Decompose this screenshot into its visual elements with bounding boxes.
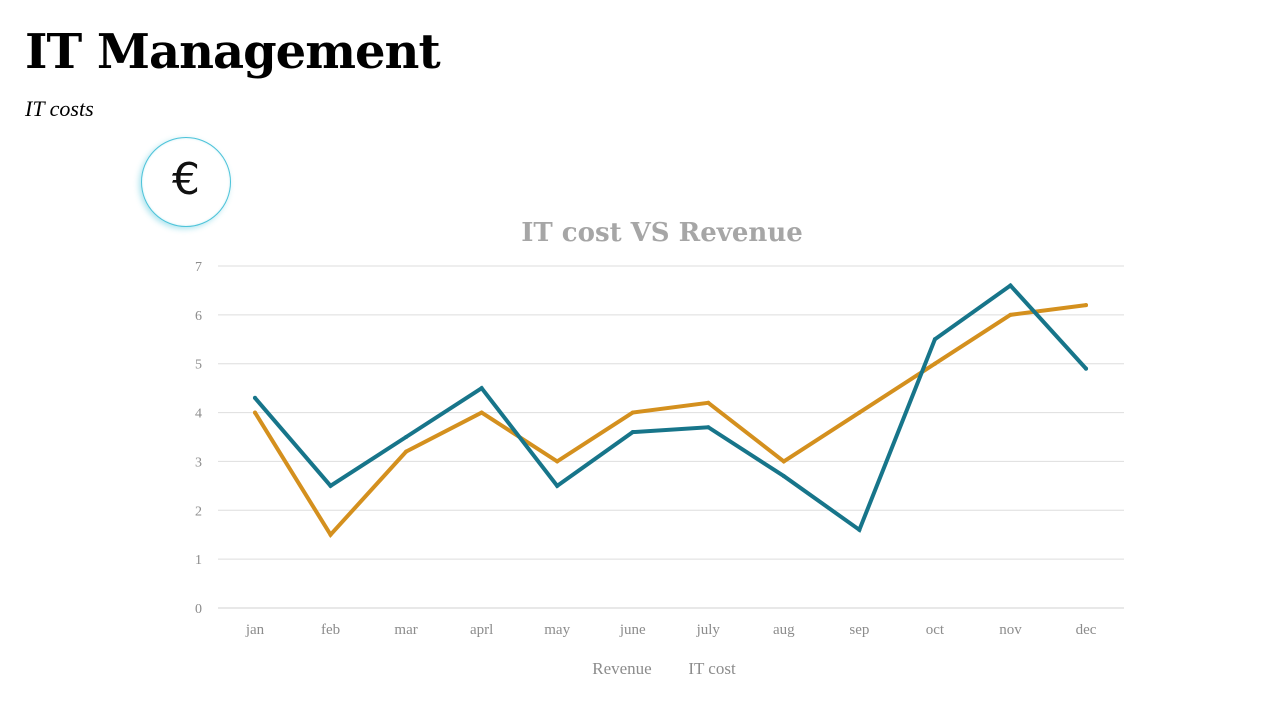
x-axis-ticks: jan feb mar aprl may june july aug sep oct nov dec	[245, 622, 1097, 638]
y-tick-label: 0	[195, 602, 202, 617]
x-tick-label: dec	[1076, 622, 1097, 638]
data-point	[1008, 283, 1013, 288]
page-subtitle: IT costs	[25, 96, 94, 121]
y-tick-label: 7	[195, 260, 202, 275]
x-tick-label: sep	[849, 622, 869, 638]
legend-item: Revenue	[592, 659, 651, 678]
data-point	[1084, 303, 1088, 308]
data-point	[781, 474, 786, 479]
data-point	[706, 425, 711, 430]
data-point	[328, 532, 333, 537]
data-point	[932, 337, 937, 342]
x-tick-label: may	[544, 622, 570, 638]
y-tick-label: 3	[195, 455, 202, 470]
data-point	[328, 483, 333, 488]
x-tick-label: nov	[999, 622, 1022, 638]
data-point	[555, 459, 560, 464]
data-point	[404, 435, 409, 439]
data-point	[781, 459, 786, 464]
x-tick-label: oct	[926, 622, 945, 638]
data-point	[630, 430, 635, 435]
y-tick-label: 2	[195, 504, 202, 519]
euro-icon: €	[172, 154, 200, 205]
y-tick-label: 4	[195, 407, 202, 422]
series-lines	[253, 282, 1088, 539]
data-point	[404, 449, 409, 454]
data-point	[1008, 312, 1013, 317]
page-title: IT Management	[25, 24, 441, 80]
x-tick-label: aprl	[470, 622, 493, 638]
data-point	[706, 400, 711, 405]
euro-badge: €	[141, 137, 231, 227]
chart-title: IT cost VS Revenue	[521, 218, 803, 248]
y-tick-label: 6	[195, 309, 202, 324]
grid-lines	[218, 265, 1124, 609]
data-point	[479, 386, 484, 391]
legend: Revenue IT cost	[592, 659, 736, 678]
data-point	[630, 410, 635, 415]
x-tick-label: june	[619, 622, 646, 638]
data-point	[932, 361, 937, 366]
x-tick-label: jan	[245, 622, 265, 638]
x-tick-label: aug	[773, 622, 795, 638]
data-point	[555, 483, 560, 488]
legend-item: IT cost	[688, 659, 736, 678]
data-point	[479, 410, 484, 415]
data-point	[253, 410, 257, 415]
y-tick-label: 5	[195, 358, 202, 373]
x-tick-label: july	[696, 622, 721, 638]
data-point	[1084, 366, 1088, 371]
y-tick-label: 1	[195, 553, 202, 568]
x-tick-label: feb	[321, 622, 340, 638]
data-point	[253, 395, 257, 400]
y-axis-ticks: 0 1 2 3 4 5 6 7	[195, 260, 202, 617]
data-point	[857, 527, 862, 532]
series-line-revenue	[253, 303, 1088, 539]
series-line-it-cost	[253, 282, 1088, 533]
data-point	[857, 410, 862, 415]
x-tick-label: mar	[394, 622, 417, 638]
